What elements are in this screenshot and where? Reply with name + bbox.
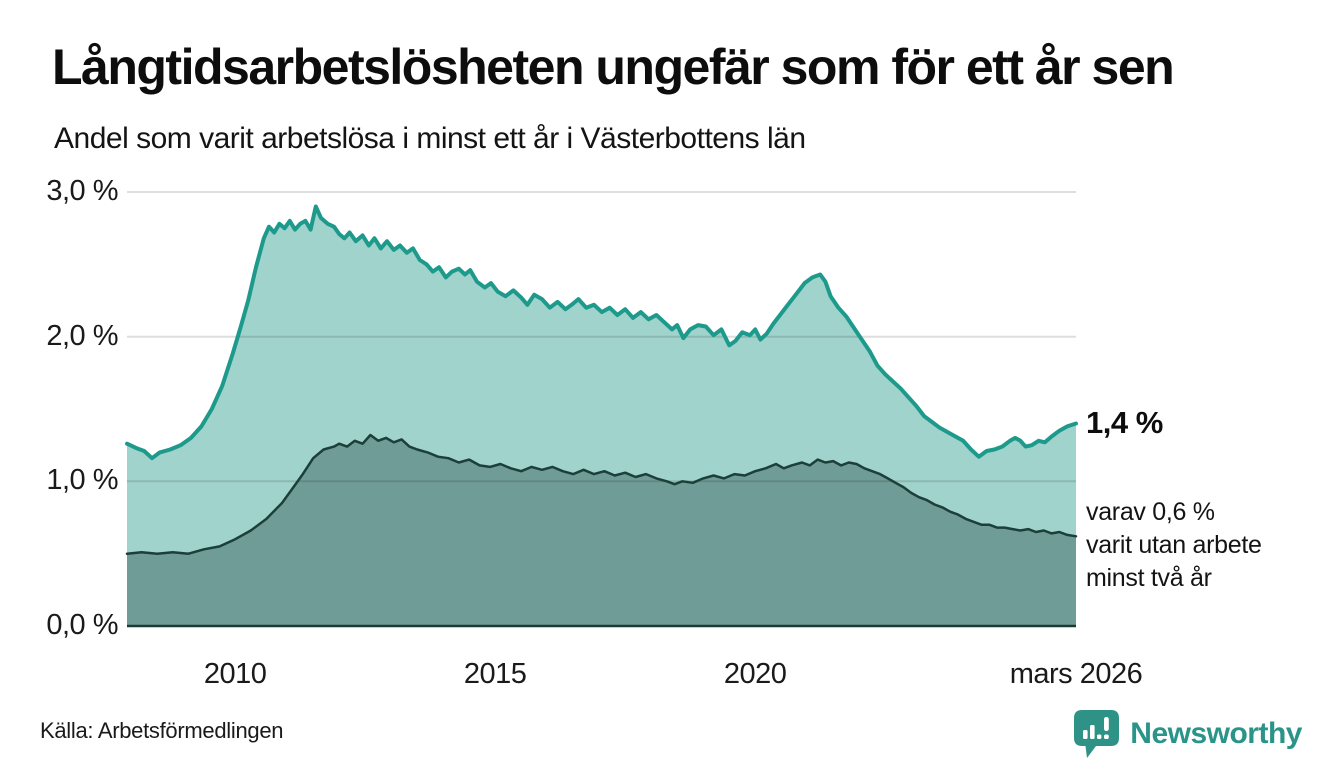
- y-tick-label: 2,0 %: [46, 319, 118, 352]
- x-tick-label: mars 2026: [1009, 658, 1143, 690]
- y-tick-label: 3,0 %: [46, 174, 118, 207]
- newsworthy-logo: Newsworthy: [1073, 708, 1302, 760]
- newsworthy-wordmark: Newsworthy: [1130, 717, 1302, 750]
- y-tick-label: 0,0 %: [46, 608, 118, 641]
- y-tick-label: 1,0 %: [46, 464, 118, 497]
- page-title: Långtidsarbetslösheten ungefär som för e…: [52, 39, 1175, 95]
- source-credit: Källa: Arbetsförmedlingen: [40, 718, 284, 743]
- end-value-label: 1,4 %: [1086, 405, 1163, 440]
- end-note-line: minst två år: [1086, 564, 1212, 592]
- end-note-annotation: varav 0,6 % varit utan arbete minst två …: [1086, 496, 1262, 595]
- chart-subtitle: Andel som varit arbetslösa i minst ett å…: [54, 122, 806, 155]
- end-note-line: varit utan arbete: [1086, 531, 1262, 559]
- x-tick-label: 2015: [463, 658, 527, 690]
- end-note-line: varav 0,6 %: [1086, 498, 1215, 526]
- x-tick-label: 2010: [203, 658, 267, 690]
- newsworthy-bar-chart-icon: [1074, 710, 1120, 758]
- x-tick-label: 2020: [723, 658, 787, 690]
